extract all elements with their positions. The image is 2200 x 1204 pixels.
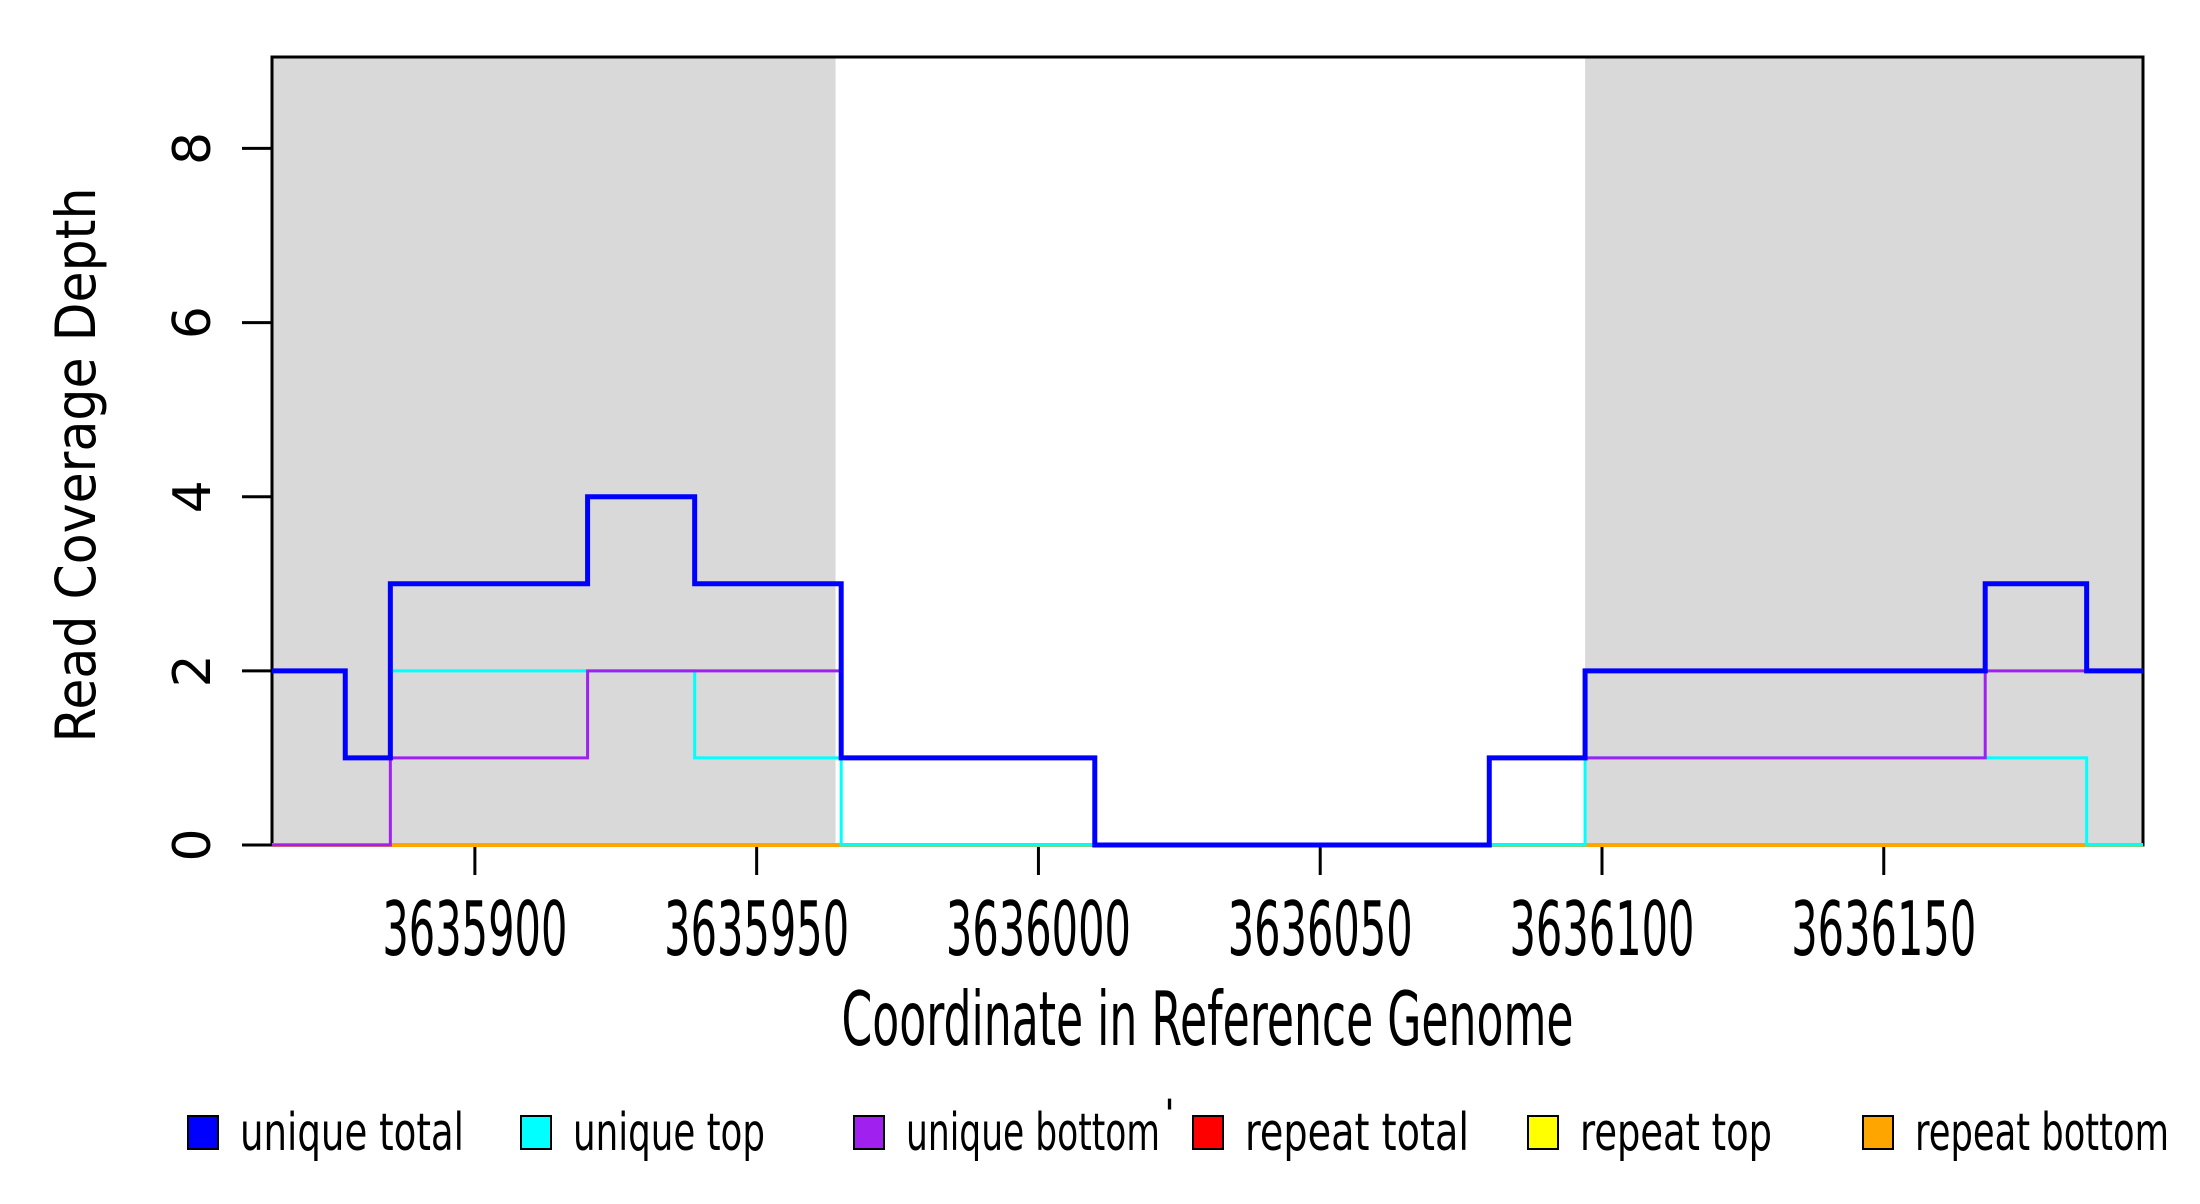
legend-swatch-repeat-total bbox=[1192, 1115, 1224, 1150]
x-tick-label: 3636100 bbox=[1509, 885, 1694, 973]
series-line-unique-total bbox=[272, 494, 2143, 848]
legend-swatch-repeat-bottom bbox=[1862, 1115, 1894, 1150]
legend-label-unique-top: unique top bbox=[573, 1103, 765, 1163]
y-axis-title: Read Coverage Depth bbox=[44, 188, 108, 743]
x-tick-label: 3636150 bbox=[1791, 885, 1976, 973]
legend-swatch-unique-total bbox=[187, 1115, 219, 1150]
legend-label-unique-total: unique total bbox=[240, 1103, 464, 1163]
repeat-region-right-shading bbox=[1585, 57, 2143, 845]
legend-label-repeat-top: repeat top bbox=[1580, 1103, 1772, 1163]
y-tick-label: 6 bbox=[163, 306, 223, 339]
x-tick-label: 3636000 bbox=[946, 885, 1131, 973]
stray-mark: ' bbox=[1164, 1092, 1175, 1138]
x-axis-title: Coordinate in Reference Genome bbox=[842, 975, 1574, 1063]
legend-label-unique-bottom: unique bottom bbox=[906, 1103, 1160, 1163]
y-tick-label: 2 bbox=[163, 654, 223, 687]
legend: unique total unique top unique bottom repea… bbox=[187, 1103, 2169, 1163]
x-tick-label: 3635950 bbox=[664, 885, 849, 973]
legend-swatch-repeat-top bbox=[1527, 1115, 1559, 1150]
legend-label-repeat-bottom: repeat bottom bbox=[1915, 1103, 2169, 1163]
legend-swatch-unique-top bbox=[520, 1115, 552, 1150]
y-tick-label: 4 bbox=[163, 480, 223, 513]
x-tick-label: 3635900 bbox=[382, 885, 567, 973]
y-tick-label: 0 bbox=[163, 828, 223, 861]
legend-swatch-unique-bottom bbox=[853, 1115, 885, 1150]
repeat-region-left-shading bbox=[272, 57, 836, 845]
y-tick-label: 8 bbox=[163, 132, 223, 165]
legend-label-repeat-total: repeat total bbox=[1245, 1103, 1469, 1163]
x-tick-label: 3636050 bbox=[1228, 885, 1413, 973]
